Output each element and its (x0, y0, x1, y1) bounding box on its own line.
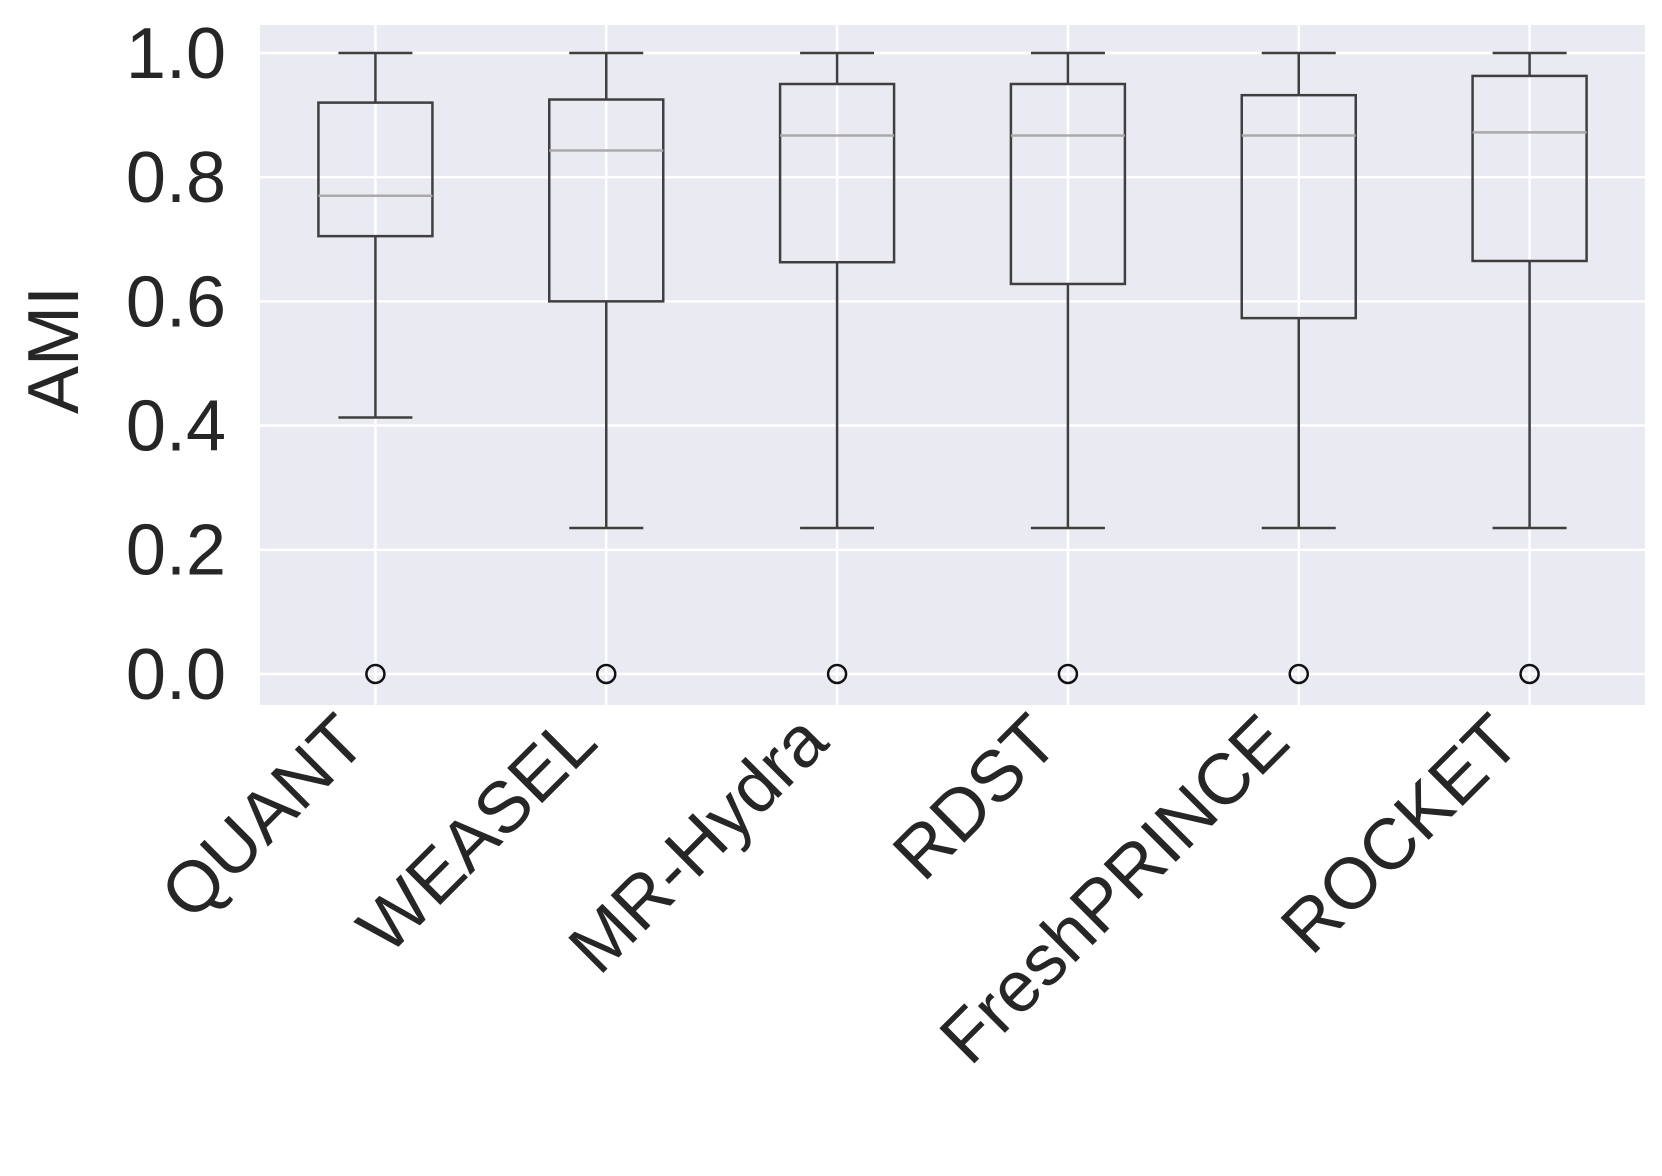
y-tick-label: 0.8 (126, 138, 226, 218)
outlier-point (1519, 663, 1540, 685)
outlier-point (826, 663, 848, 685)
boxes-layer (317, 51, 1588, 685)
x-tick-label: QUANT (146, 700, 381, 935)
outlier-point (365, 663, 386, 685)
y-axis-ticks: 0.0 0.2 0.4 0.6 0.8 1.0 (126, 14, 226, 715)
outlier-point (1057, 663, 1079, 685)
iqr-box (317, 101, 434, 238)
box-rocket (1471, 51, 1588, 685)
box-mr-hydra (778, 51, 896, 685)
y-tick-label: 0.6 (126, 262, 226, 342)
y-tick-label: 0.2 (126, 511, 226, 591)
y-tick-label: 0.0 (126, 635, 226, 715)
iqr-box (548, 98, 665, 303)
grid-lines (260, 25, 1645, 705)
outlier-point (596, 663, 617, 685)
x-tick-label: RDST (878, 700, 1073, 895)
y-tick-label: 0.4 (126, 387, 226, 467)
box-weasel (548, 51, 665, 685)
box-rdst (1009, 51, 1127, 685)
iqr-box (1240, 93, 1357, 320)
plot-area-background (260, 25, 1645, 705)
box-quant (317, 51, 434, 685)
y-axis-label: AMI (14, 286, 94, 414)
outlier-point (1288, 663, 1309, 685)
iqr-box (1471, 74, 1588, 263)
box-freshprince (1240, 51, 1357, 685)
x-tick-label: ROCKET (1266, 700, 1535, 969)
y-tick-label: 1.0 (126, 14, 226, 94)
iqr-box (1009, 82, 1127, 286)
iqr-box (778, 82, 896, 264)
